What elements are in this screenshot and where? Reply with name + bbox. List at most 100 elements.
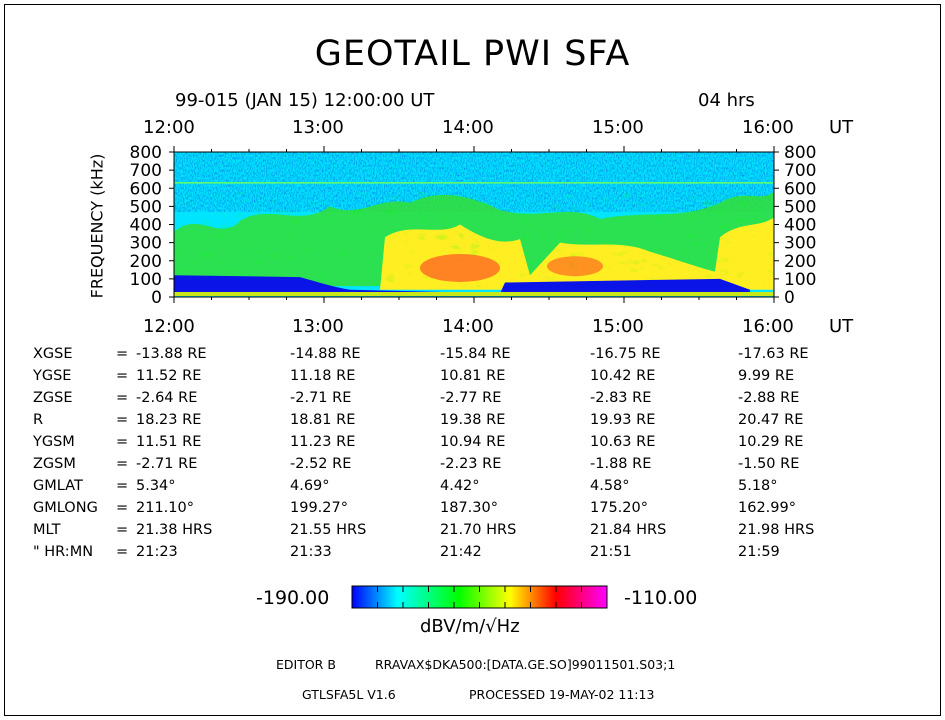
ephemeris-value: 11.18 RE xyxy=(290,368,356,384)
ephemeris-value: 21.38 HRS xyxy=(136,522,213,538)
program-version: GTLSFA5L V1.6 xyxy=(302,687,396,702)
ephemeris-value: -14.88 RE xyxy=(290,346,361,362)
ephemeris-value: -13.88 RE xyxy=(136,346,207,362)
ephemeris-value: 21.98 HRS xyxy=(738,522,815,538)
duration-label: 04 hrs xyxy=(698,90,755,111)
y-tick-label-left: 100 xyxy=(130,270,162,290)
red-patch xyxy=(420,254,500,282)
ephemeris-value: 11.52 RE xyxy=(136,368,202,384)
y-tick-label-right: 400 xyxy=(784,216,816,236)
ephemeris-value: -2.83 RE xyxy=(590,390,652,406)
y-tick-label-right: 600 xyxy=(784,179,816,199)
ephemeris-value: -2.88 RE xyxy=(738,390,800,406)
ephemeris-value: 21.70 HRS xyxy=(440,522,517,538)
ephemeris-equals: = xyxy=(116,500,129,516)
y-tick-label-left: 700 xyxy=(130,161,162,181)
ephemeris-value: 21.84 HRS xyxy=(590,522,667,538)
y-tick-label-right: 300 xyxy=(784,234,816,254)
ephemeris-value: -2.71 RE xyxy=(136,456,198,472)
processed-date: PROCESSED 19-MAY-02 11:13 xyxy=(469,687,655,702)
ephemeris-value: -17.63 RE xyxy=(738,346,809,362)
ephemeris-value: 187.30° xyxy=(440,500,498,516)
bottom-tick-label: 12:00 xyxy=(143,316,195,337)
ephemeris-label: ZGSM xyxy=(33,456,76,472)
y-tick-label-left: 600 xyxy=(130,179,162,199)
ephemeris-value: -2.23 RE xyxy=(440,456,502,472)
ephemeris-value: 21:33 xyxy=(290,544,332,560)
ephemeris-label: YGSM xyxy=(33,434,75,450)
y-tick-label-left: 0 xyxy=(151,288,162,308)
ephemeris-value: 5.34° xyxy=(136,478,176,494)
ephemeris-value: 4.69° xyxy=(290,478,330,494)
low-frequency-band xyxy=(174,275,750,296)
ephemeris-value: 21:51 xyxy=(590,544,632,560)
bottom-axis-unit: UT xyxy=(829,316,854,337)
ephemeris-equals: = xyxy=(116,478,129,494)
ephemeris-value: -15.84 RE xyxy=(440,346,511,362)
ephemeris-value: 10.29 RE xyxy=(738,434,804,450)
ephemeris-equals: = xyxy=(116,346,129,362)
ephemeris-value: 21:59 xyxy=(738,544,780,560)
ephemeris-value: 175.20° xyxy=(590,500,648,516)
ephemeris-value: 162.99° xyxy=(738,500,796,516)
ephemeris-label: R xyxy=(33,412,44,428)
y-tick-label-right: 700 xyxy=(784,161,816,181)
top-tick-label: 15:00 xyxy=(592,117,644,138)
ephemeris-label: GMLAT xyxy=(33,478,83,494)
ephemeris-value: 18.23 RE xyxy=(136,412,202,428)
ephemeris-label: " HR:MN xyxy=(33,544,94,560)
colorbar-unit: dBV/m/√Hz xyxy=(420,616,520,637)
baseline-strip xyxy=(174,292,774,296)
y-tick-label-left: 300 xyxy=(130,234,162,254)
ephemeris-value: 4.42° xyxy=(440,478,480,494)
ephemeris-value: 18.81 RE xyxy=(290,412,356,428)
ephemeris-equals: = xyxy=(116,544,129,560)
page-frame xyxy=(4,4,941,716)
bottom-tick-label: 16:00 xyxy=(742,316,794,337)
top-axis-unit: UT xyxy=(829,117,854,138)
ephemeris-value: 19.38 RE xyxy=(440,412,506,428)
editor-label: EDITOR B xyxy=(276,657,336,672)
ephemeris-value: -2.52 RE xyxy=(290,456,352,472)
ephemeris-value: 21:23 xyxy=(136,544,178,560)
ephemeris-label: GMLONG xyxy=(33,500,98,516)
bottom-tick-label: 13:00 xyxy=(292,316,344,337)
ephemeris-value: 11.51 RE xyxy=(136,434,202,450)
y-tick-label-right: 200 xyxy=(784,252,816,272)
chart-title: GEOTAIL PWI SFA xyxy=(314,34,631,74)
ephemeris-equals: = xyxy=(116,456,129,472)
ephemeris-value: -1.88 RE xyxy=(590,456,652,472)
ephemeris-value: 4.58° xyxy=(590,478,630,494)
ephemeris-value: 20.47 RE xyxy=(738,412,804,428)
ephemeris-value: 10.63 RE xyxy=(590,434,656,450)
y-tick-label-left: 500 xyxy=(130,197,162,217)
y-tick-label-right: 100 xyxy=(784,270,816,290)
colorbar xyxy=(351,585,608,609)
red-patch xyxy=(547,256,603,277)
y-tick-label-right: 800 xyxy=(784,143,816,163)
y-tick-label-left: 200 xyxy=(130,252,162,272)
ephemeris-label: XGSE xyxy=(33,346,73,362)
ephemeris-value: 10.94 RE xyxy=(440,434,506,450)
ephemeris-value: 21.55 HRS xyxy=(290,522,367,538)
data-path: RRAVAX$DKA500:[DATA.GE.SO]99011501.S03;1 xyxy=(375,657,676,672)
y-tick-label-right: 0 xyxy=(784,288,795,308)
colorbar-min-label: -190.00 xyxy=(256,587,330,609)
y-tick-label-left: 800 xyxy=(130,143,162,163)
bottom-tick-label: 15:00 xyxy=(592,316,644,337)
ephemeris-label: ZGSE xyxy=(33,390,73,406)
ephemeris-label: YGSE xyxy=(33,368,72,384)
ephemeris-equals: = xyxy=(116,522,129,538)
ephemeris-value: 19.93 RE xyxy=(590,412,656,428)
top-tick-label: 16:00 xyxy=(742,117,794,138)
ephemeris-value: 10.42 RE xyxy=(590,368,656,384)
ephemeris-value: 5.18° xyxy=(738,478,778,494)
ephemeris-equals: = xyxy=(116,412,129,428)
top-tick-label: 12:00 xyxy=(143,117,195,138)
top-tick-label: 13:00 xyxy=(292,117,344,138)
bottom-tick-label: 14:00 xyxy=(442,316,494,337)
ephemeris-value: -16.75 RE xyxy=(590,346,661,362)
ephemeris-value: 11.23 RE xyxy=(290,434,356,450)
